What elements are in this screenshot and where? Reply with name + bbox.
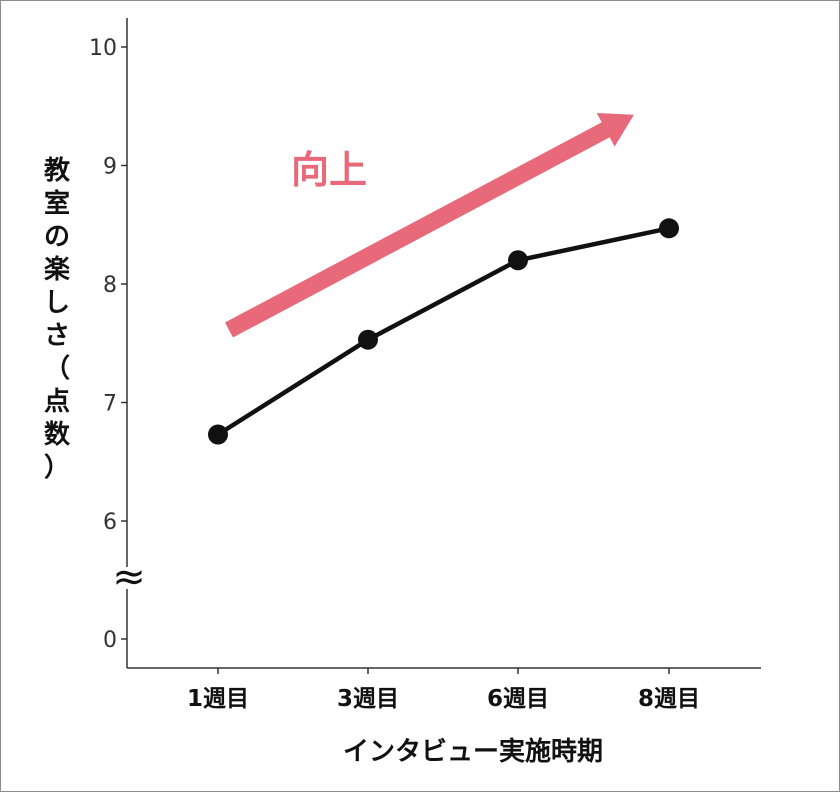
data-point	[659, 218, 679, 239]
x-tick-label: 3週目	[337, 686, 399, 712]
y-ticks: 0 6 7 8 9 10 ≈	[89, 36, 146, 653]
data-point	[358, 329, 378, 350]
y-axis-title-char: 教	[44, 156, 70, 186]
arrow-head	[596, 113, 634, 147]
y-axis-title-char: 点	[44, 386, 70, 417]
x-tick-label: 6週目	[487, 686, 549, 712]
arrow-shaft	[225, 119, 615, 338]
y-axis-title-char: 数	[44, 420, 71, 450]
y-axis-title-char: （	[44, 354, 70, 384]
axes	[126, 18, 761, 669]
x-tick-label: 8週目	[638, 686, 700, 712]
annotation-label: 向上	[291, 148, 367, 192]
axis-break-icon: ≈	[112, 554, 146, 600]
axis-break-mask	[121, 567, 133, 589]
y-axis-title-char: 楽	[44, 255, 71, 285]
x-tick-label: 1週目	[187, 686, 249, 712]
data-point	[208, 424, 228, 445]
y-tick-label: 6	[103, 510, 117, 535]
y-axis-title-char: ）	[44, 453, 70, 483]
y-tick-label: 0	[103, 628, 117, 653]
y-tick-label: 10	[89, 36, 117, 61]
trend-arrow	[225, 113, 634, 338]
data-point	[508, 250, 528, 271]
x-ticks: 1週目 3週目 6週目 8週目	[187, 668, 700, 712]
y-tick-label: 9	[103, 155, 117, 180]
series-line	[208, 218, 679, 445]
y-tick-label: 7	[103, 392, 117, 417]
series-path	[216, 226, 670, 437]
y-axis-title: 教室の楽しさ（点数）	[44, 156, 71, 483]
y-axis-title-char: し	[44, 288, 70, 318]
y-tick-label: 8	[103, 273, 117, 298]
x-axis-title: インタビュー実施時期	[343, 736, 603, 767]
y-axis-title-char: 室	[44, 188, 70, 219]
y-axis-title-char: さ	[44, 321, 70, 351]
y-axis-title-char: の	[44, 222, 70, 252]
